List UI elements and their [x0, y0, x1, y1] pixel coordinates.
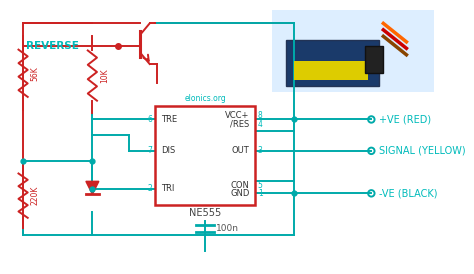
Text: elonics.org: elonics.org — [184, 94, 226, 103]
Text: SIGNAL (YELLOW): SIGNAL (YELLOW) — [379, 146, 465, 156]
Text: DIS: DIS — [161, 146, 175, 155]
Bar — [365, 45, 383, 73]
Bar — [273, 10, 434, 92]
Text: -VE (BLACK): -VE (BLACK) — [379, 188, 437, 198]
Text: 4: 4 — [258, 119, 263, 129]
Text: TRE: TRE — [161, 115, 177, 124]
Text: 100n: 100n — [216, 224, 239, 233]
Text: REVERSE: REVERSE — [26, 41, 79, 50]
Text: 10K: 10K — [100, 68, 109, 83]
Text: 5: 5 — [258, 181, 263, 190]
Text: 56K: 56K — [30, 66, 39, 81]
Text: 2: 2 — [148, 184, 153, 193]
Bar — [286, 40, 379, 86]
Bar — [294, 61, 368, 80]
Text: CON: CON — [230, 181, 249, 190]
Text: 7: 7 — [147, 146, 153, 155]
Text: 8: 8 — [258, 111, 263, 120]
Text: OUT: OUT — [232, 146, 249, 155]
Text: 1: 1 — [258, 189, 263, 198]
Text: 6: 6 — [147, 115, 153, 124]
Text: 220K: 220K — [30, 186, 39, 205]
Text: 3: 3 — [258, 146, 263, 155]
Text: NE555: NE555 — [189, 208, 221, 218]
Text: GND: GND — [230, 189, 249, 198]
Bar — [155, 105, 255, 205]
Text: +VE (RED): +VE (RED) — [379, 115, 431, 124]
Text: VCC+: VCC+ — [225, 111, 249, 120]
Polygon shape — [86, 181, 99, 194]
Text: TRI: TRI — [161, 184, 174, 193]
Text: /RES: /RES — [230, 119, 249, 129]
